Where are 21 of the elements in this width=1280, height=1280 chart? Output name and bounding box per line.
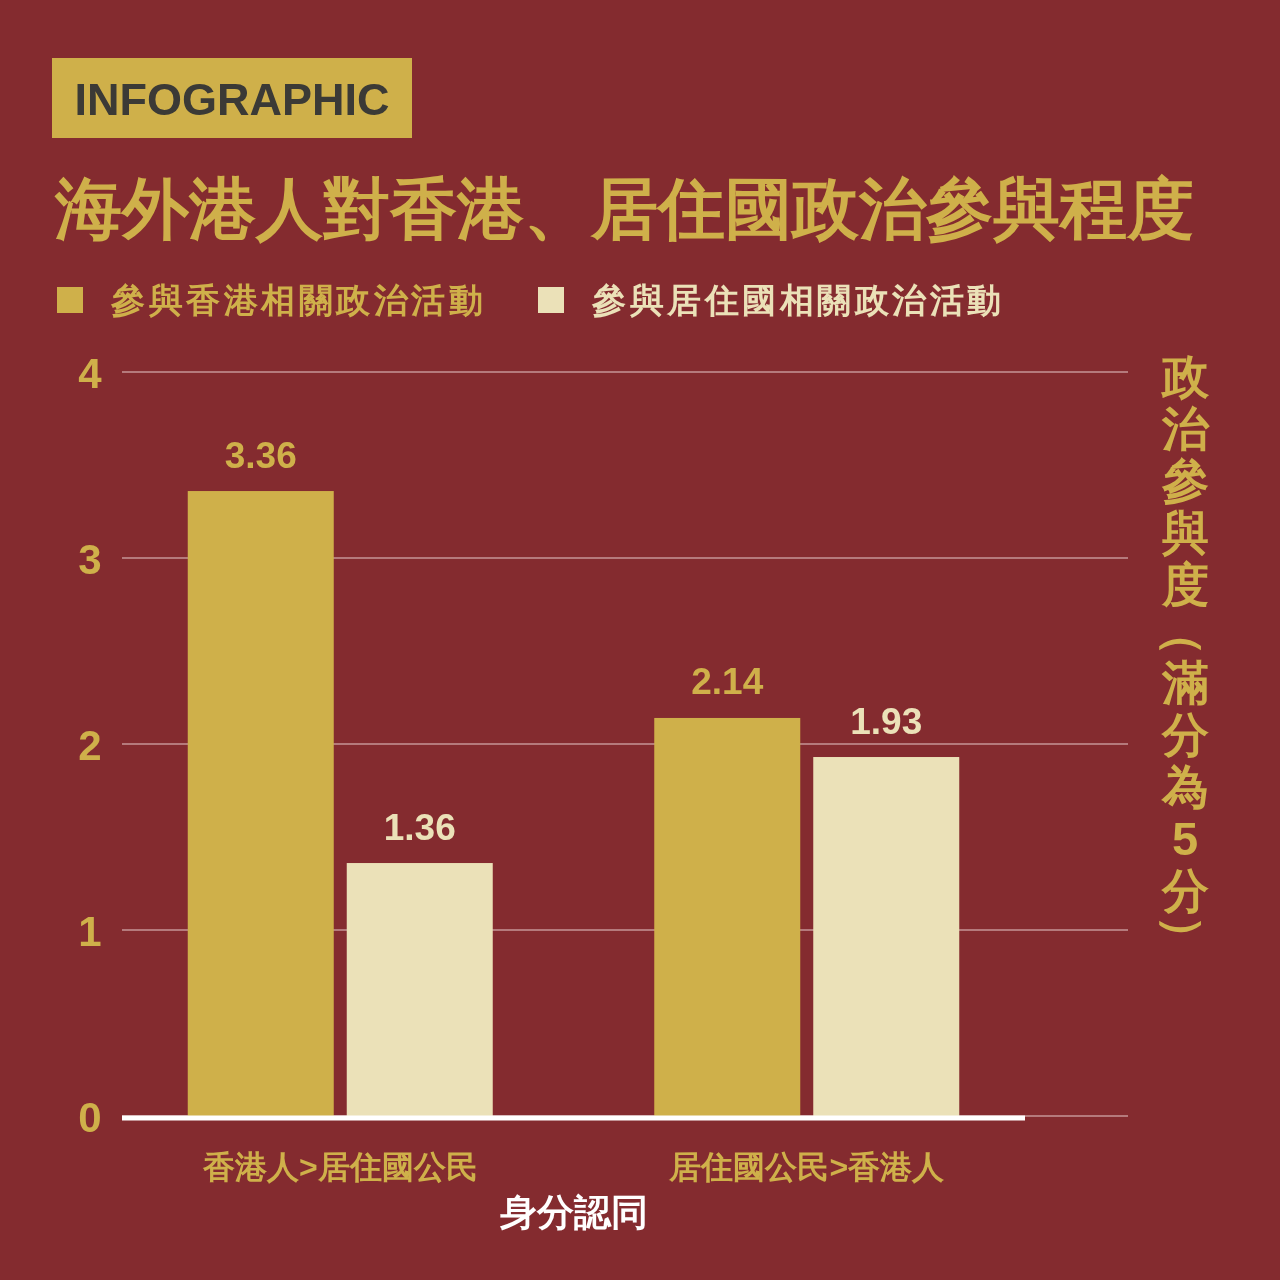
- bar: [654, 717, 801, 1116]
- bar: [813, 757, 960, 1116]
- text: 政治參與度（滿分為5分）: [1157, 349, 1211, 962]
- x-tick-label: 居住國公民>香港人: [668, 1149, 946, 1185]
- legend-label: 參與香港相關政治活動: [110, 281, 486, 319]
- x-axis-title: 身分認同: [498, 1191, 648, 1233]
- y-tick-label: 3: [78, 535, 102, 583]
- bar: [187, 491, 334, 1116]
- y-tick-label: 1: [78, 907, 102, 955]
- y-tick-label: 2: [78, 721, 102, 769]
- y-tick-label: 0: [78, 1093, 102, 1141]
- data-label: 1.93: [850, 700, 923, 742]
- data-label: 3.36: [224, 434, 297, 476]
- chart-title: 海外港人對香港、居住國政治參與程度: [54, 170, 1194, 246]
- legend-label: 參與居住國相關政治活動: [591, 281, 1005, 319]
- y-tick-label: 4: [78, 349, 103, 397]
- text: INFOGRAPHIC: [74, 73, 390, 125]
- data-label: 2.14: [691, 661, 764, 703]
- x-tick-label: 香港人>居住國公民: [201, 1149, 478, 1185]
- bar: [346, 863, 493, 1116]
- data-label: 1.36: [383, 806, 456, 848]
